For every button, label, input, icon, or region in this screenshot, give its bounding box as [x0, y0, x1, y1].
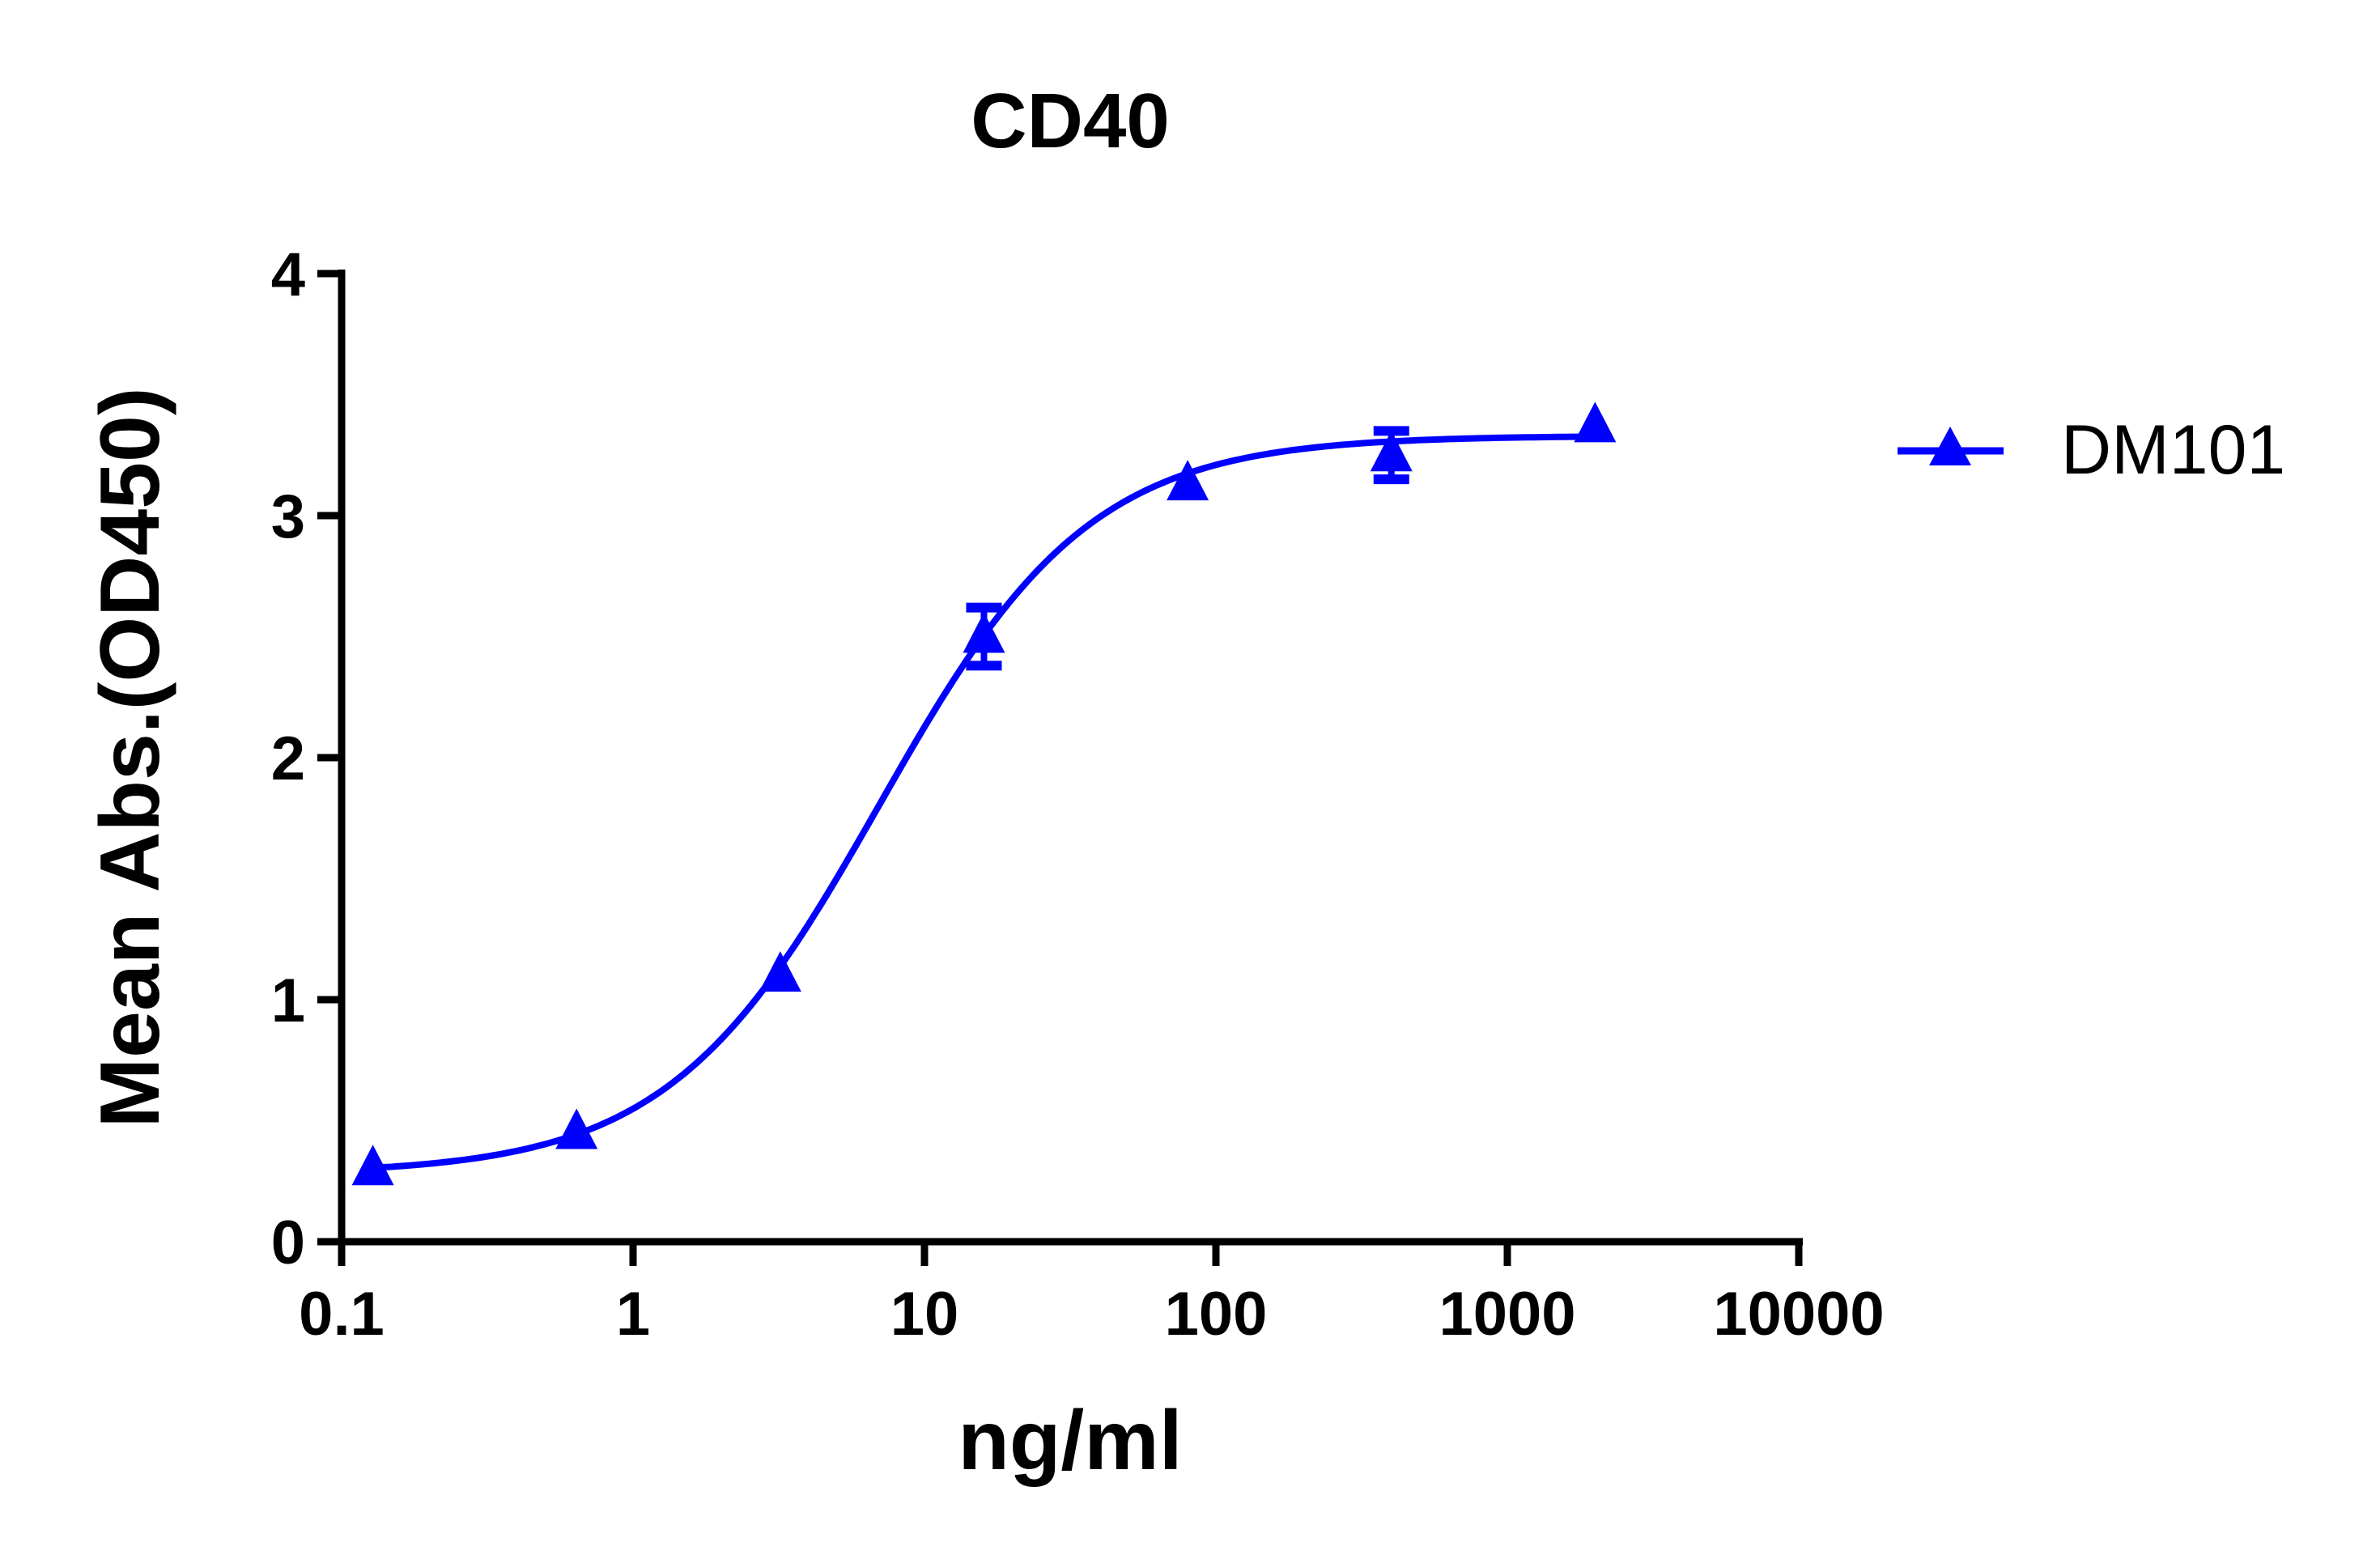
x-tick-label: 10000 — [1713, 1280, 1884, 1349]
data-point-triangle — [1574, 401, 1617, 443]
y-tick-label: 4 — [271, 240, 305, 309]
x-tick-label: 1 — [616, 1280, 650, 1349]
x-tick-label: 0.1 — [299, 1280, 385, 1349]
y-tick-label: 1 — [271, 966, 305, 1035]
plot-area — [351, 401, 1617, 1186]
x-tick-label: 10 — [890, 1280, 959, 1349]
data-point-triangle — [351, 1145, 394, 1186]
fit-curve — [372, 433, 1596, 1171]
data-point-triangle — [555, 1108, 598, 1149]
data-point-triangle — [963, 612, 1005, 653]
x-tick-label: 1000 — [1439, 1280, 1575, 1349]
legend-label: DM101 — [2061, 411, 2285, 489]
data-point-triangle — [1167, 460, 1209, 501]
y-tick-label: 3 — [271, 482, 305, 551]
x-axis-label: ng/ml — [958, 1394, 1182, 1488]
legend: DM101 — [1898, 411, 2285, 489]
axes: 0 1 2 3 4 0.1 1 10 100 1000 10000 — [271, 240, 1885, 1349]
x-tick-label: 100 — [1165, 1280, 1268, 1349]
data-point-triangle — [1370, 431, 1413, 472]
y-tick-label: 2 — [271, 724, 305, 793]
y-tick-label: 0 — [271, 1209, 305, 1277]
legend-marker-triangle — [1929, 427, 1971, 465]
y-axis-label: Mean Abs.(OD450) — [83, 387, 177, 1128]
chart-title: CD40 — [971, 78, 1169, 164]
data-point-triangle — [759, 951, 801, 992]
